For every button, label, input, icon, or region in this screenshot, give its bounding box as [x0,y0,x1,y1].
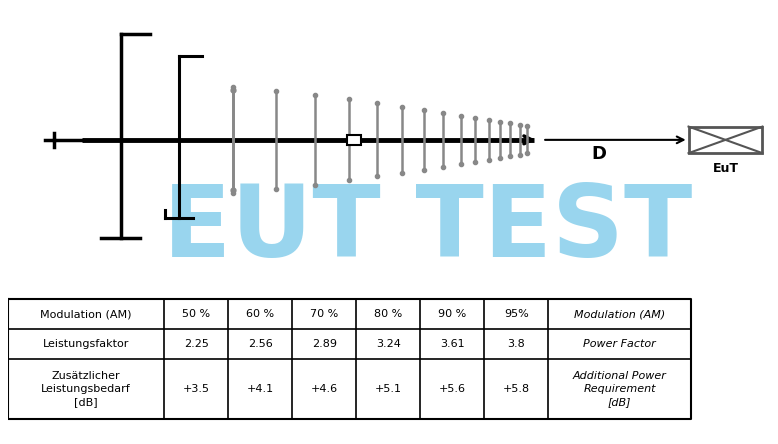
Text: Zusätzlicher
Leistungsbedarf
[dB]: Zusätzlicher Leistungsbedarf [dB] [41,371,131,407]
Text: 3.24: 3.24 [376,339,401,349]
Text: 90 %: 90 % [438,309,466,319]
Text: EuT: EuT [713,162,738,174]
Text: 2.25: 2.25 [184,339,209,349]
Text: +5.6: +5.6 [439,384,466,394]
Bar [347,135,361,145]
Text: 2.89: 2.89 [312,339,337,349]
Text: +5.8: +5.8 [503,384,530,394]
Text: Modulation (AM): Modulation (AM) [40,309,131,319]
Text: 3.61: 3.61 [440,339,464,349]
Text: Additional Power
Requirement
[dB]: Additional Power Requirement [dB] [573,371,667,407]
Text: 80 %: 80 % [374,309,402,319]
Text: Leistungsfaktor: Leistungsfaktor [43,339,129,349]
Bar [689,127,762,153]
Text: 70 %: 70 % [310,309,338,319]
Text: +4.1: +4.1 [247,384,274,394]
Text: Modulation (AM): Modulation (AM) [574,309,665,319]
Text: 50 %: 50 % [182,309,210,319]
Text: EUT TEST: EUT TEST [163,181,692,278]
Text: +3.5: +3.5 [183,384,209,394]
Text: D: D [591,145,607,163]
Text: Power Factor: Power Factor [584,339,656,349]
Text: 95%: 95% [504,309,529,319]
Text: 3.8: 3.8 [507,339,525,349]
Text: +4.6: +4.6 [310,384,338,394]
Text: 60 %: 60 % [246,309,274,319]
Text: 2.56: 2.56 [247,339,272,349]
Text: +5.1: +5.1 [375,384,401,394]
